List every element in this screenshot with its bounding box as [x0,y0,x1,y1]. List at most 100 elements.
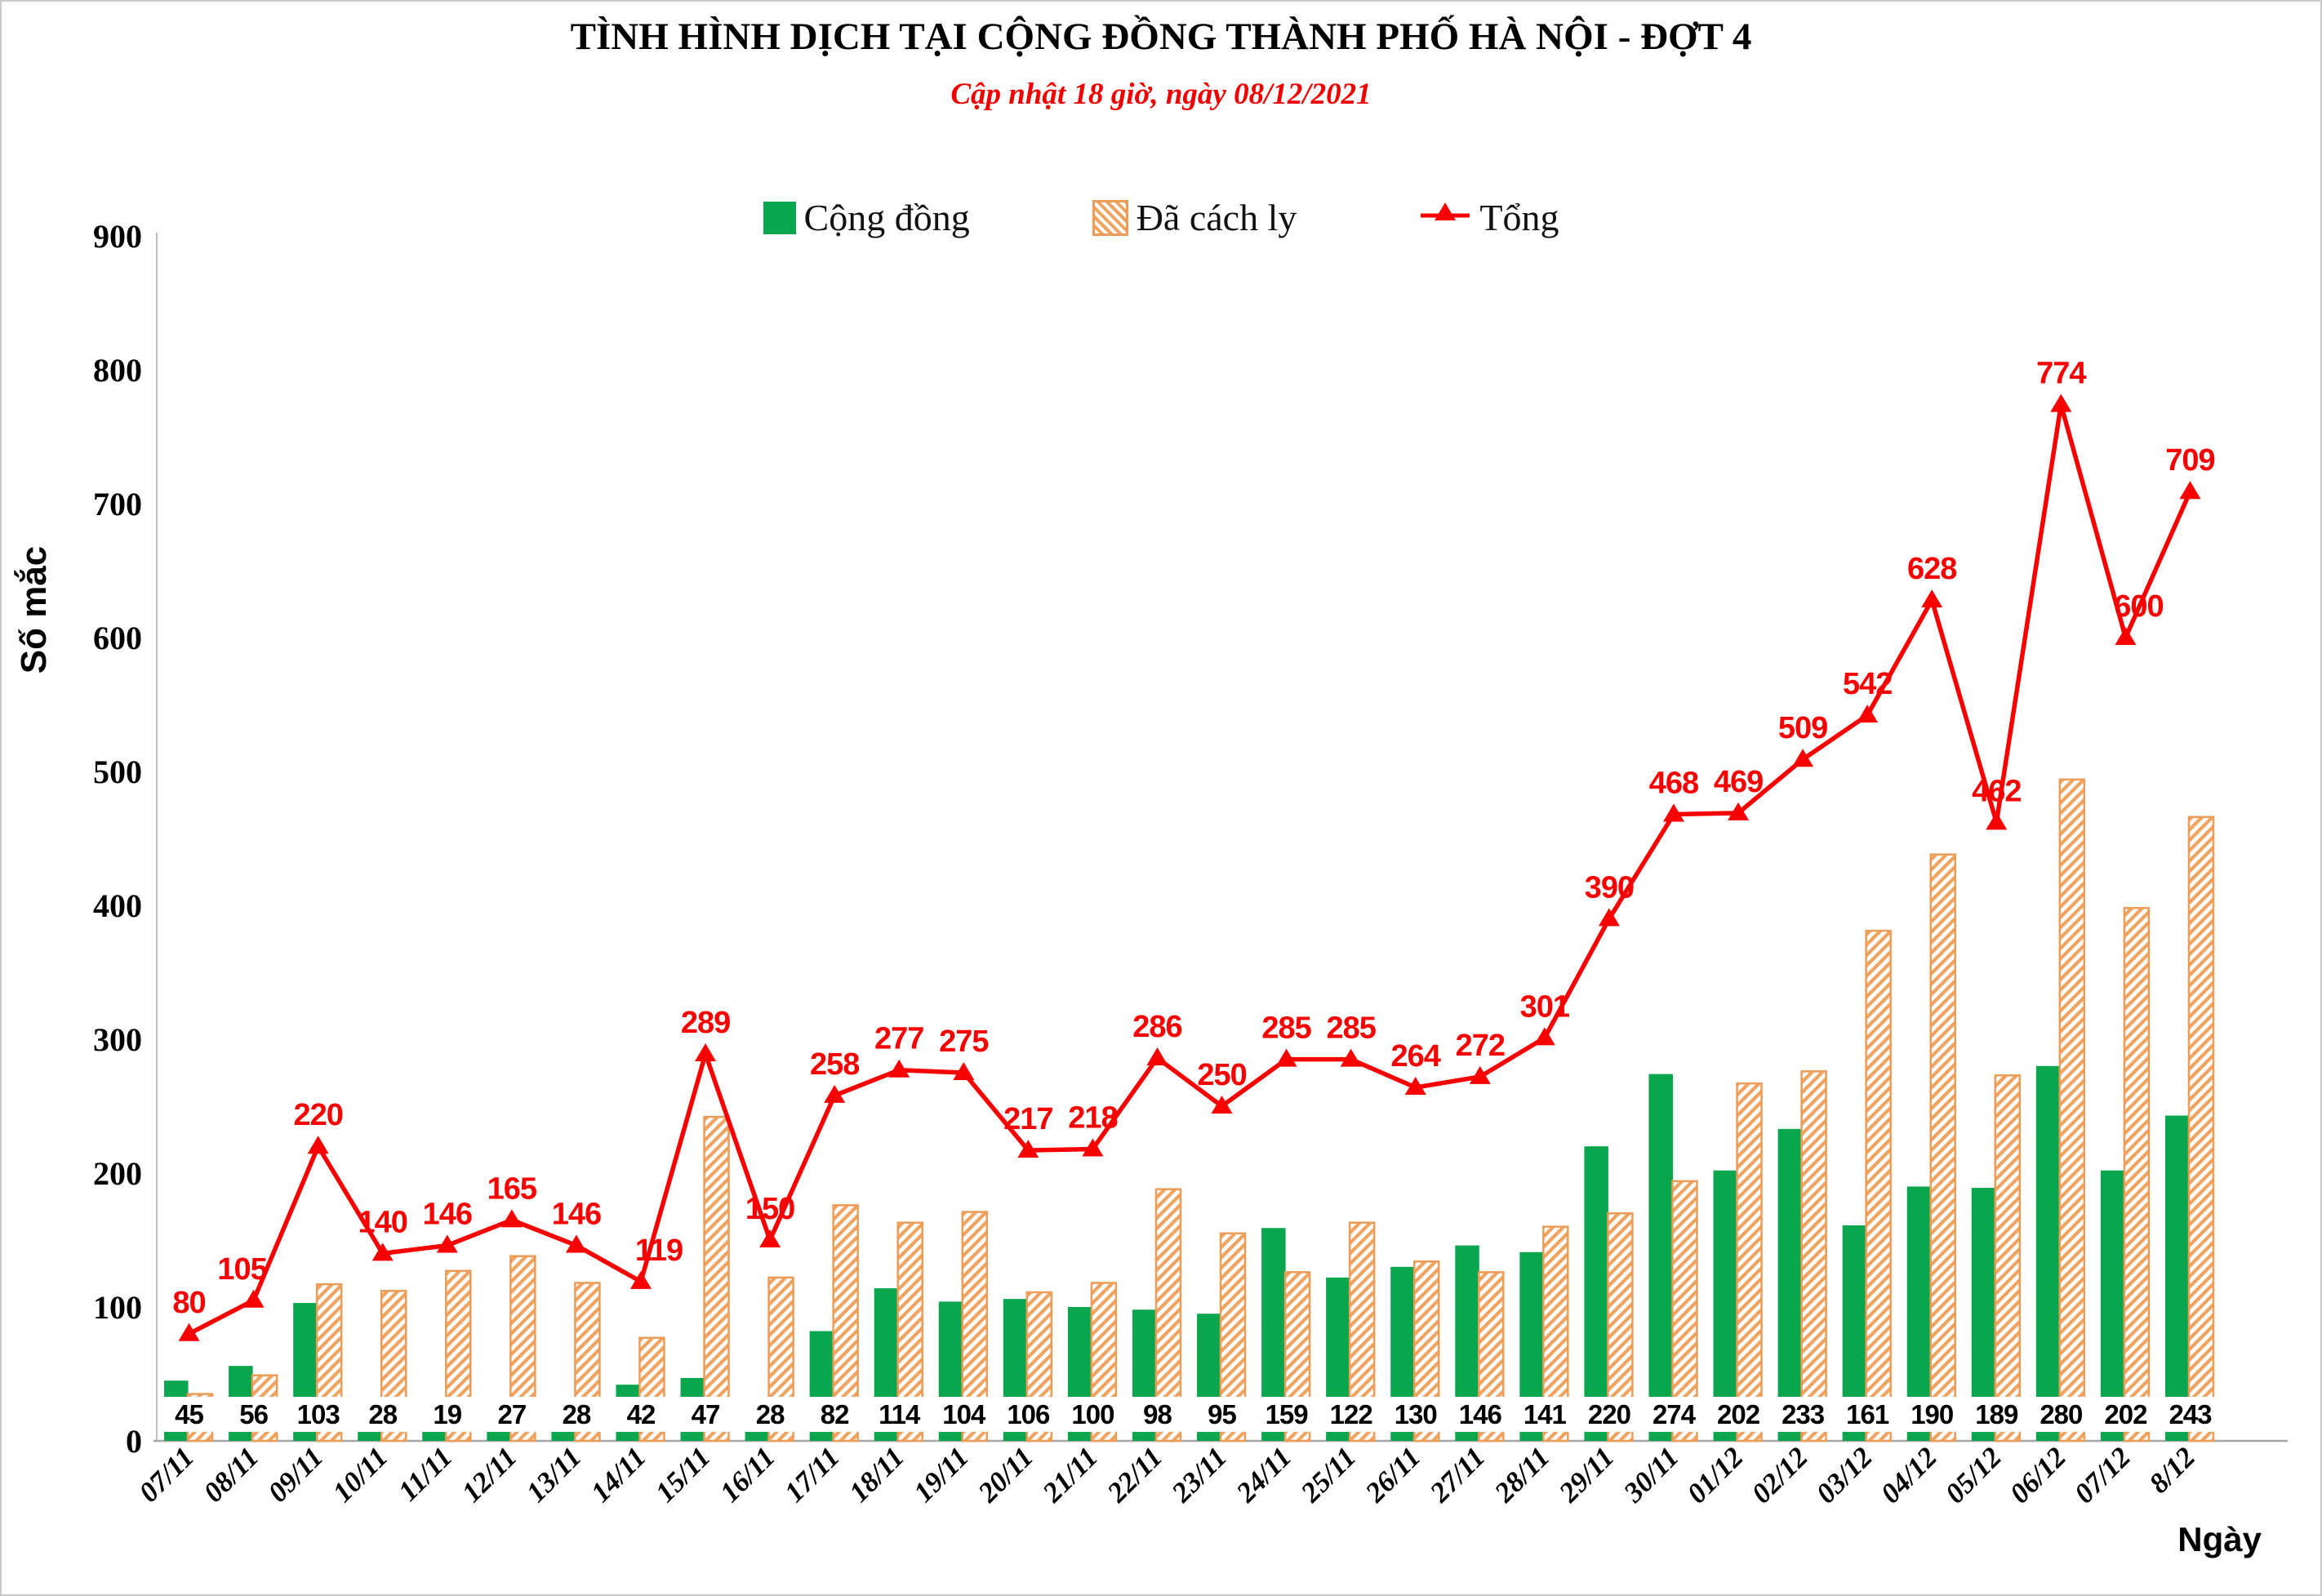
community-bar-label: 114 [879,1399,921,1429]
community-bar [1777,1128,1803,1441]
community-bar-label: 161 [1846,1399,1889,1429]
total-marker [824,1084,846,1103]
total-label: 258 [810,1047,859,1082]
bar-value-box [1906,1397,1958,1432]
x-tick-label: 09/11 [262,1441,330,1509]
x-tick-label: 24/11 [1230,1441,1297,1509]
total-label: 301 [1520,989,1570,1024]
total-label: 146 [552,1198,601,1232]
x-tick-label: 06/12 [2004,1441,2072,1509]
total-label: 165 [487,1171,537,1206]
community-bar-label: 27 [497,1399,526,1429]
x-tick-label: 11/11 [392,1441,458,1507]
community-bar-label: 159 [1266,1399,1309,1429]
total-marker [629,1270,652,1289]
total-marker [2179,481,2201,500]
total-marker [307,1136,329,1154]
community-bar-label: 103 [297,1399,340,1429]
total-marker [1404,1077,1426,1096]
legend-item-tong: Tổng [1419,196,1559,239]
total-label: 462 [1972,774,2021,808]
bar-value-box [1003,1397,1054,1432]
green-square-icon [763,201,796,234]
bar-value-box [1777,1397,1829,1432]
community-bar [2035,1065,2061,1441]
x-tick-label: 05/12 [1939,1441,2008,1509]
total-label: 80 [172,1286,205,1320]
x-tick-label: 02/12 [1746,1441,1814,1509]
total-label: 542 [1843,667,1892,701]
chart-title: TÌNH HÌNH DỊCH TẠI CỘNG ĐỒNG THÀNH PHỐ H… [570,16,1752,58]
x-axis-title: Ngày [2177,1520,2262,1558]
community-bar-label: 98 [1143,1399,1172,1429]
legend-label: Cộng đồng [803,197,970,238]
community-bar-label: 202 [1717,1399,1760,1429]
total-marker [371,1243,394,1261]
bar-value-box [2100,1397,2151,1432]
community-bar-label: 146 [1459,1399,1502,1429]
bar-value-box [1519,1397,1570,1432]
total-marker [436,1234,458,1253]
total-label: 628 [1907,552,1956,586]
total-marker [1082,1138,1104,1157]
bar-value-box [938,1397,990,1432]
total-marker [1986,811,2008,830]
x-tick-label: 16/11 [714,1441,781,1509]
y-axis-title: Số mắc [13,546,54,674]
y-tick-label: 800 [93,352,142,389]
total-label: 289 [681,1006,730,1040]
quarantined-bar [2187,816,2215,1443]
total-marker [1275,1048,1297,1067]
bar-value-box [1390,1397,1441,1432]
community-bar-label: 28 [368,1399,397,1429]
total-marker [1211,1096,1233,1114]
x-tick-label: 23/11 [1165,1441,1233,1509]
total-line [188,403,2192,1336]
bar-value-box [2035,1397,2087,1432]
bar-value-box [163,1397,215,1432]
total-marker [1469,1065,1491,1084]
total-label: 150 [745,1192,794,1226]
total-marker [695,1043,717,1062]
total-marker [759,1229,781,1247]
x-tick-label: 14/11 [585,1441,652,1509]
x-tick-label: 29/11 [1552,1441,1620,1509]
bar-value-box [228,1397,279,1432]
total-marker [1728,802,1750,820]
total-label: 250 [1197,1058,1246,1092]
x-tick-label: 07/12 [2068,1441,2137,1509]
quarantined-bar [1865,929,1892,1443]
community-bar-label: 220 [1588,1399,1630,1429]
total-label: 146 [423,1198,472,1232]
community-bar-label: 47 [692,1399,720,1429]
total-marker [500,1209,523,1228]
total-marker [1598,908,1620,927]
total-label: 390 [1585,870,1634,905]
chart-subtitle: Cập nhật 18 giờ, ngày 08/12/2021 [950,78,1372,111]
x-tick-label: 19/11 [907,1441,975,1509]
total-marker [2050,393,2072,412]
community-bar-label: 28 [756,1399,785,1429]
community-bar-label: 122 [1330,1399,1373,1429]
total-label: 140 [358,1205,407,1239]
legend-label: Tổng [1479,197,1559,238]
x-tick-label: 12/11 [456,1441,523,1509]
legend: Cộng đồng Đã cách ly Tổng [2,196,2320,239]
x-tick-label: 13/11 [520,1441,588,1509]
y-tick-label: 500 [93,754,142,790]
total-label: 275 [939,1025,989,1059]
community-bar-label: 190 [1911,1399,1953,1429]
total-marker [1017,1140,1039,1158]
total-label: 468 [1649,766,1698,800]
total-label: 105 [217,1252,267,1287]
bar-value-box [1132,1397,1183,1432]
x-tick-label: 07/11 [133,1441,201,1509]
quarantined-bar [2123,907,2151,1443]
legend-label: Đã cách ly [1136,197,1297,238]
x-tick-label: 18/11 [843,1441,910,1509]
community-bar-label: 42 [627,1399,656,1429]
quarantined-bar [1994,1074,2022,1443]
x-tick-label: 04/12 [1875,1441,1943,1509]
community-bar-label: 233 [1782,1399,1825,1429]
total-label: 217 [1003,1102,1052,1136]
